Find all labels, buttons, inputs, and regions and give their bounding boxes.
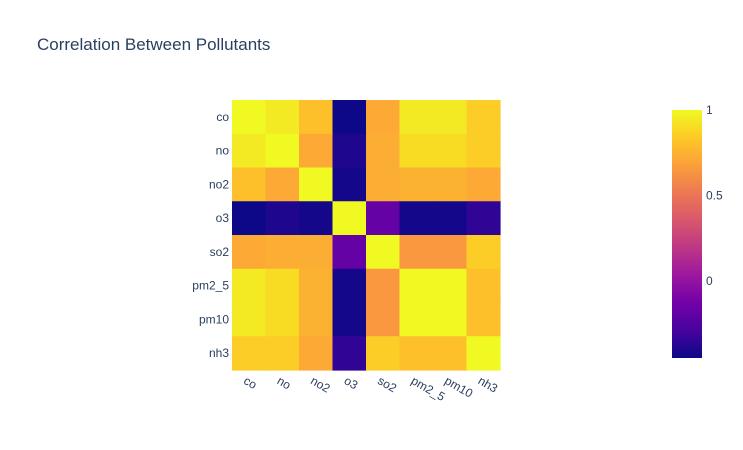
heatmap-cell-o3-pm10 <box>433 201 468 236</box>
heatmap-cell-no-no2 <box>299 133 334 169</box>
heatmap-cell-co-co <box>232 100 267 135</box>
heatmap-cell-pm2_5-no <box>265 268 300 304</box>
heatmap-cell-no-pm2_5 <box>399 133 434 169</box>
y-tick-label-no: no <box>216 144 230 158</box>
colorbar-ticks: 00.51 <box>706 103 723 288</box>
heatmap-cell-pm10-o3 <box>332 302 367 337</box>
heatmap-cell-no2-no <box>265 167 300 202</box>
colorbar-tick-label: 0.5 <box>706 189 723 203</box>
y-tick-label-no2: no2 <box>209 177 229 191</box>
heatmap-cell-co-no <box>265 100 300 135</box>
y-tick-label-nh3: nh3 <box>209 346 229 360</box>
heatmap-cell-no-so2 <box>366 133 401 169</box>
heatmap-cell-so2-co <box>232 235 267 270</box>
heatmap-cell-pm10-pm10 <box>433 302 468 337</box>
heatmap-cell-o3-so2 <box>366 201 401 236</box>
colorbar-tick-label: 1 <box>706 103 713 117</box>
heatmap-cell-pm10-pm2_5 <box>399 302 434 337</box>
heatmap-cell-so2-pm10 <box>433 235 468 270</box>
heatmap-cell-no-o3 <box>332 133 367 169</box>
heatmap-cell-so2-o3 <box>332 235 367 270</box>
heatmap-cell-nh3-o3 <box>332 336 367 371</box>
heatmap-cell-so2-nh3 <box>466 235 501 270</box>
x-tick-label-no: no <box>275 373 294 392</box>
heatmap-cell-co-so2 <box>366 100 401 135</box>
heatmap-cell-nh3-so2 <box>366 336 401 371</box>
heatmap-cell-pm10-nh3 <box>466 302 501 337</box>
heatmap-cell-pm2_5-pm10 <box>433 268 468 304</box>
heatmap-cell-o3-no <box>265 201 300 236</box>
heatmap-cell-nh3-no <box>265 336 300 371</box>
heatmap-cell-so2-so2 <box>366 235 401 270</box>
heatmap-cell-pm10-no <box>265 302 300 337</box>
x-tick-label-o3: o3 <box>342 373 361 392</box>
heatmap-cell-pm2_5-co <box>232 268 267 304</box>
heatmap-cell-nh3-no2 <box>299 336 334 371</box>
heatmap-cell-pm2_5-no2 <box>299 268 334 304</box>
heatmap-cell-no-nh3 <box>466 133 501 169</box>
heatmap-cell-no2-so2 <box>366 167 401 202</box>
heatmap-cell-so2-pm2_5 <box>399 235 434 270</box>
y-tick-label-o3: o3 <box>216 211 230 225</box>
heatmap-cell-no2-pm2_5 <box>399 167 434 202</box>
heatmap-cell-pm2_5-pm2_5 <box>399 268 434 304</box>
colorbar <box>672 110 702 358</box>
heatmap-cell-o3-no2 <box>299 201 334 236</box>
heatmap-cell-pm2_5-so2 <box>366 268 401 304</box>
heatmap-cell-pm2_5-nh3 <box>466 268 501 304</box>
heatmap-cell-pm2_5-o3 <box>332 268 367 304</box>
heatmap-cell-co-no2 <box>299 100 334 135</box>
heatmap-cell-no2-no2 <box>299 167 334 202</box>
heatmap-cell-no2-o3 <box>332 167 367 202</box>
heatmap-cell-nh3-co <box>232 336 267 371</box>
heatmap-cell-pm10-no2 <box>299 302 334 337</box>
colorbar-tick-label: 0 <box>706 274 713 288</box>
heatmap-cell-o3-nh3 <box>466 201 501 236</box>
heatmap-cell-o3-co <box>232 201 267 236</box>
chart-title: Correlation Between Pollutants <box>37 35 270 54</box>
heatmap-cells <box>232 100 501 371</box>
y-tick-label-pm2_5: pm2_5 <box>192 279 229 293</box>
heatmap-cell-o3-o3 <box>332 201 367 236</box>
heatmap-cell-pm10-co <box>232 302 267 337</box>
heatmap-cell-nh3-pm10 <box>433 336 468 371</box>
y-tick-label-pm10: pm10 <box>199 312 229 326</box>
heatmap-cell-no2-co <box>232 167 267 202</box>
heatmap-cell-co-pm10 <box>433 100 468 135</box>
heatmap-cell-no-pm10 <box>433 133 468 169</box>
heatmap-cell-co-o3 <box>332 100 367 135</box>
heatmap-cell-nh3-nh3 <box>466 336 501 371</box>
heatmap-cell-pm10-so2 <box>366 302 401 337</box>
heatmap-cell-o3-pm2_5 <box>399 201 434 236</box>
y-tick-label-so2: so2 <box>210 245 230 259</box>
heatmap-cell-co-pm2_5 <box>399 100 434 135</box>
heatmap-cell-no-no <box>265 133 300 169</box>
heatmap-cell-so2-no <box>265 235 300 270</box>
heatmap-cell-no2-nh3 <box>466 167 501 202</box>
heatmap-cell-nh3-pm2_5 <box>399 336 434 371</box>
heatmap-cell-no2-pm10 <box>433 167 468 202</box>
y-axis-ticks: co no no2 o3 so2 pm2_5 pm10 nh3 <box>192 110 229 360</box>
heatmap-cell-co-nh3 <box>466 100 501 135</box>
heatmap-cell-no-co <box>232 133 267 169</box>
y-tick-label-co: co <box>216 110 229 124</box>
heatmap-cell-so2-no2 <box>299 235 334 270</box>
